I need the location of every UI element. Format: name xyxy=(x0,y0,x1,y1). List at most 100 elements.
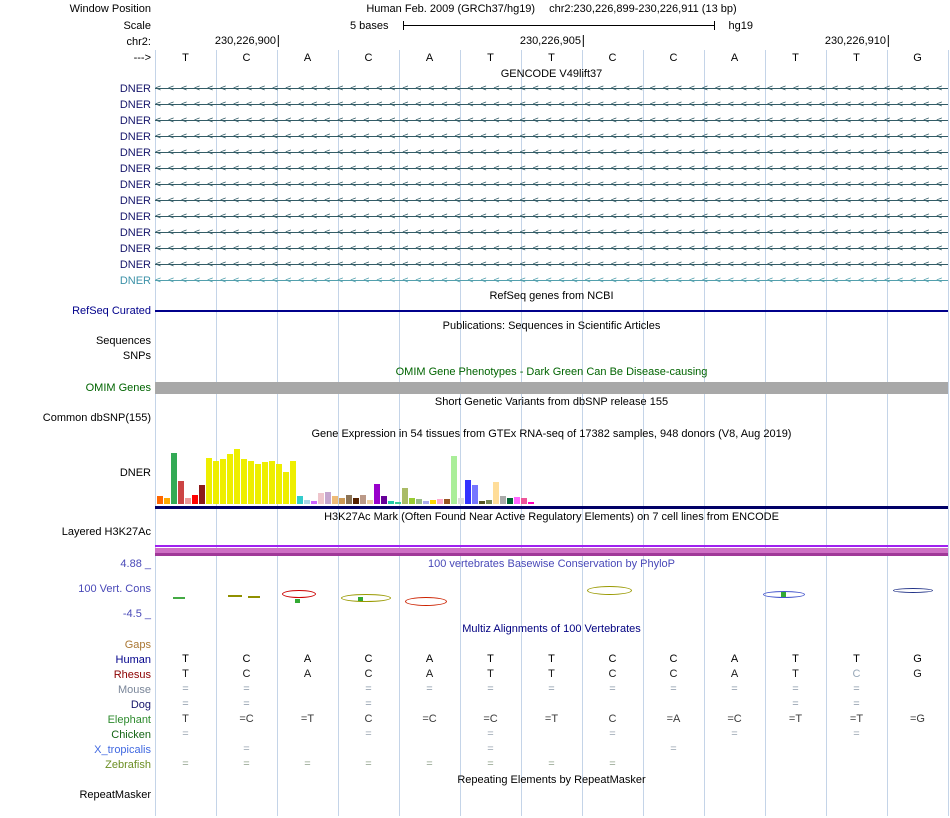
base-letter: C xyxy=(669,52,678,64)
gene-model[interactable]: <<<<<<<<<<<<<<<<<<<<<<<<<<<<<<<<<<<<<<<<… xyxy=(155,225,948,241)
multiz-alignment-rows: Human T C A C A T T C C A T T G Rhesus T C A C A T T C C A T C G Mou… xyxy=(0,652,950,772)
gene-model[interactable]: <<<<<<<<<<<<<<<<<<<<<<<<<<<<<<<<<<<<<<<<… xyxy=(155,145,948,161)
gene-transcript-row[interactable]: DNER <<<<<<<<<<<<<<<<<<<<<<<<<<<<<<<<<<<<… xyxy=(0,81,950,97)
gene-label[interactable]: DNER xyxy=(119,243,151,255)
gene-label[interactable]: DNER xyxy=(119,195,151,207)
gene-label[interactable]: DNER xyxy=(119,163,151,175)
gtex-gene-model[interactable] xyxy=(155,505,948,509)
gene-model[interactable]: <<<<<<<<<<<<<<<<<<<<<<<<<<<<<<<<<<<<<<<<… xyxy=(155,273,948,289)
gene-transcript-row[interactable]: DNER <<<<<<<<<<<<<<<<<<<<<<<<<<<<<<<<<<<<… xyxy=(0,193,950,209)
gene-model[interactable]: <<<<<<<<<<<<<<<<<<<<<<<<<<<<<<<<<<<<<<<<… xyxy=(155,209,948,225)
refseq-curated-track[interactable] xyxy=(155,303,948,318)
expression-bar xyxy=(451,456,457,504)
gene-model[interactable]: <<<<<<<<<<<<<<<<<<<<<<<<<<<<<<<<<<<<<<<<… xyxy=(155,241,948,257)
gene-label[interactable]: DNER xyxy=(119,83,151,95)
alignment-track[interactable]: T =C =T C =C =C =T C =A =C =T =T =G xyxy=(155,712,948,727)
gene-transcript-row[interactable]: DNER <<<<<<<<<<<<<<<<<<<<<<<<<<<<<<<<<<<<… xyxy=(0,145,950,161)
gene-model[interactable]: <<<<<<<<<<<<<<<<<<<<<<<<<<<<<<<<<<<<<<<<… xyxy=(155,193,948,209)
alignment-base: T xyxy=(853,653,860,665)
gene-transcript-row[interactable]: DNER <<<<<<<<<<<<<<<<<<<<<<<<<<<<<<<<<<<<… xyxy=(0,129,950,145)
omim-track-title: OMIM Gene Phenotypes - Dark Green Can Be… xyxy=(395,365,708,378)
expression-bar xyxy=(416,499,422,504)
alignment-base: = xyxy=(487,728,494,740)
species-label: X_tropicalis xyxy=(94,743,151,756)
gene-label[interactable]: DNER xyxy=(119,115,151,127)
gtex-expression-chart[interactable] xyxy=(155,441,948,505)
omim-genes-track[interactable] xyxy=(155,380,948,395)
expression-bar xyxy=(227,454,233,504)
alignment-track[interactable]: = = = = = = = = = = = xyxy=(155,682,948,697)
alignment-track[interactable]: = = = xyxy=(155,742,948,757)
gaps-label: Gaps xyxy=(124,638,151,651)
base-position-gridlines xyxy=(155,50,949,816)
gene-model-line xyxy=(155,168,948,169)
gene-transcript-row[interactable]: DNER <<<<<<<<<<<<<<<<<<<<<<<<<<<<<<<<<<<<… xyxy=(0,177,950,193)
gene-model[interactable]: <<<<<<<<<<<<<<<<<<<<<<<<<<<<<<<<<<<<<<<<… xyxy=(155,177,948,193)
layered-h3k27ac-track[interactable] xyxy=(155,524,948,539)
gene-label[interactable]: DNER xyxy=(119,147,151,159)
gene-label[interactable]: DNER xyxy=(119,179,151,191)
scale-bar xyxy=(402,21,715,30)
gene-model[interactable]: <<<<<<<<<<<<<<<<<<<<<<<<<<<<<<<<<<<<<<<<… xyxy=(155,161,948,177)
repeatmasker-track[interactable] xyxy=(155,787,948,802)
gene-transcript-row[interactable]: DNER <<<<<<<<<<<<<<<<<<<<<<<<<<<<<<<<<<<<… xyxy=(0,113,950,129)
alignment-track[interactable]: = = = = = = xyxy=(155,727,948,742)
gene-label[interactable]: DNER xyxy=(119,131,151,143)
gene-label[interactable]: DNER xyxy=(119,99,151,111)
gene-model[interactable]: <<<<<<<<<<<<<<<<<<<<<<<<<<<<<<<<<<<<<<<<… xyxy=(155,257,948,273)
sequences-label: Sequences xyxy=(95,334,151,347)
alignment-base: = xyxy=(548,683,555,695)
snps-track[interactable] xyxy=(155,348,948,363)
alignment-base: = xyxy=(609,728,616,740)
expression-bar xyxy=(241,459,247,504)
expression-bar xyxy=(381,496,387,504)
base-gridline xyxy=(216,50,217,816)
alignment-base: =T xyxy=(544,713,559,725)
alignment-track[interactable]: = = = = = = = = xyxy=(155,757,948,772)
gene-transcript-row[interactable]: DNER <<<<<<<<<<<<<<<<<<<<<<<<<<<<<<<<<<<<… xyxy=(0,209,950,225)
gene-transcript-row[interactable]: DNER <<<<<<<<<<<<<<<<<<<<<<<<<<<<<<<<<<<<… xyxy=(0,97,950,113)
dbsnp-track[interactable] xyxy=(155,409,948,426)
gene-model-line xyxy=(155,104,948,105)
gene-model-line xyxy=(155,88,948,89)
gene-label[interactable]: DNER xyxy=(119,227,151,239)
strand-arrows: <<<<<<<<<<<<<<<<<<<<<<<<<<<<<<<<<<<<<<<<… xyxy=(155,275,948,286)
gene-transcript-row[interactable]: DNER <<<<<<<<<<<<<<<<<<<<<<<<<<<<<<<<<<<<… xyxy=(0,273,950,289)
conservation-plot[interactable] xyxy=(155,571,948,607)
base-letter: A xyxy=(425,52,434,64)
sequences-track[interactable] xyxy=(155,333,948,348)
strand-arrows: <<<<<<<<<<<<<<<<<<<<<<<<<<<<<<<<<<<<<<<<… xyxy=(155,163,948,174)
gene-transcript-row[interactable]: DNER <<<<<<<<<<<<<<<<<<<<<<<<<<<<<<<<<<<<… xyxy=(0,241,950,257)
base-letter: C xyxy=(242,52,251,64)
expression-bar xyxy=(458,498,464,504)
alignment-row: Human T C A C A T T C C A T T G xyxy=(0,652,950,667)
scale-value: 5 bases xyxy=(349,19,389,32)
gene-transcript-row[interactable]: DNER <<<<<<<<<<<<<<<<<<<<<<<<<<<<<<<<<<<<… xyxy=(0,225,950,241)
h3k27ac-signal[interactable] xyxy=(155,539,948,557)
gene-model-line xyxy=(155,280,948,281)
base-gridline xyxy=(765,50,766,816)
strand-indicator: ---> xyxy=(133,52,151,64)
gene-model-line xyxy=(155,216,948,217)
gene-label[interactable]: DNER xyxy=(119,259,151,271)
gene-model[interactable]: <<<<<<<<<<<<<<<<<<<<<<<<<<<<<<<<<<<<<<<<… xyxy=(155,129,948,145)
gene-model[interactable]: <<<<<<<<<<<<<<<<<<<<<<<<<<<<<<<<<<<<<<<<… xyxy=(155,113,948,129)
gene-model[interactable]: <<<<<<<<<<<<<<<<<<<<<<<<<<<<<<<<<<<<<<<<… xyxy=(155,97,948,113)
species-label: Chicken xyxy=(111,728,151,741)
strand-arrows: <<<<<<<<<<<<<<<<<<<<<<<<<<<<<<<<<<<<<<<<… xyxy=(155,227,948,238)
conservation-max-label: 4.88 _ xyxy=(120,558,151,570)
gencode-track-title: GENCODE V49lift37 xyxy=(500,67,603,80)
gene-transcript-row[interactable]: DNER <<<<<<<<<<<<<<<<<<<<<<<<<<<<<<<<<<<<… xyxy=(0,161,950,177)
gene-label[interactable]: DNER xyxy=(119,211,151,223)
expression-bar xyxy=(402,488,408,504)
gene-label[interactable]: DNER xyxy=(119,275,151,287)
expression-bar xyxy=(395,502,401,504)
gaps-track[interactable] xyxy=(155,637,948,652)
gene-transcript-row[interactable]: DNER <<<<<<<<<<<<<<<<<<<<<<<<<<<<<<<<<<<<… xyxy=(0,257,950,273)
alignment-base: A xyxy=(425,668,434,680)
gene-model[interactable]: <<<<<<<<<<<<<<<<<<<<<<<<<<<<<<<<<<<<<<<<… xyxy=(155,81,948,97)
alignment-track[interactable]: = = = = = xyxy=(155,697,948,712)
